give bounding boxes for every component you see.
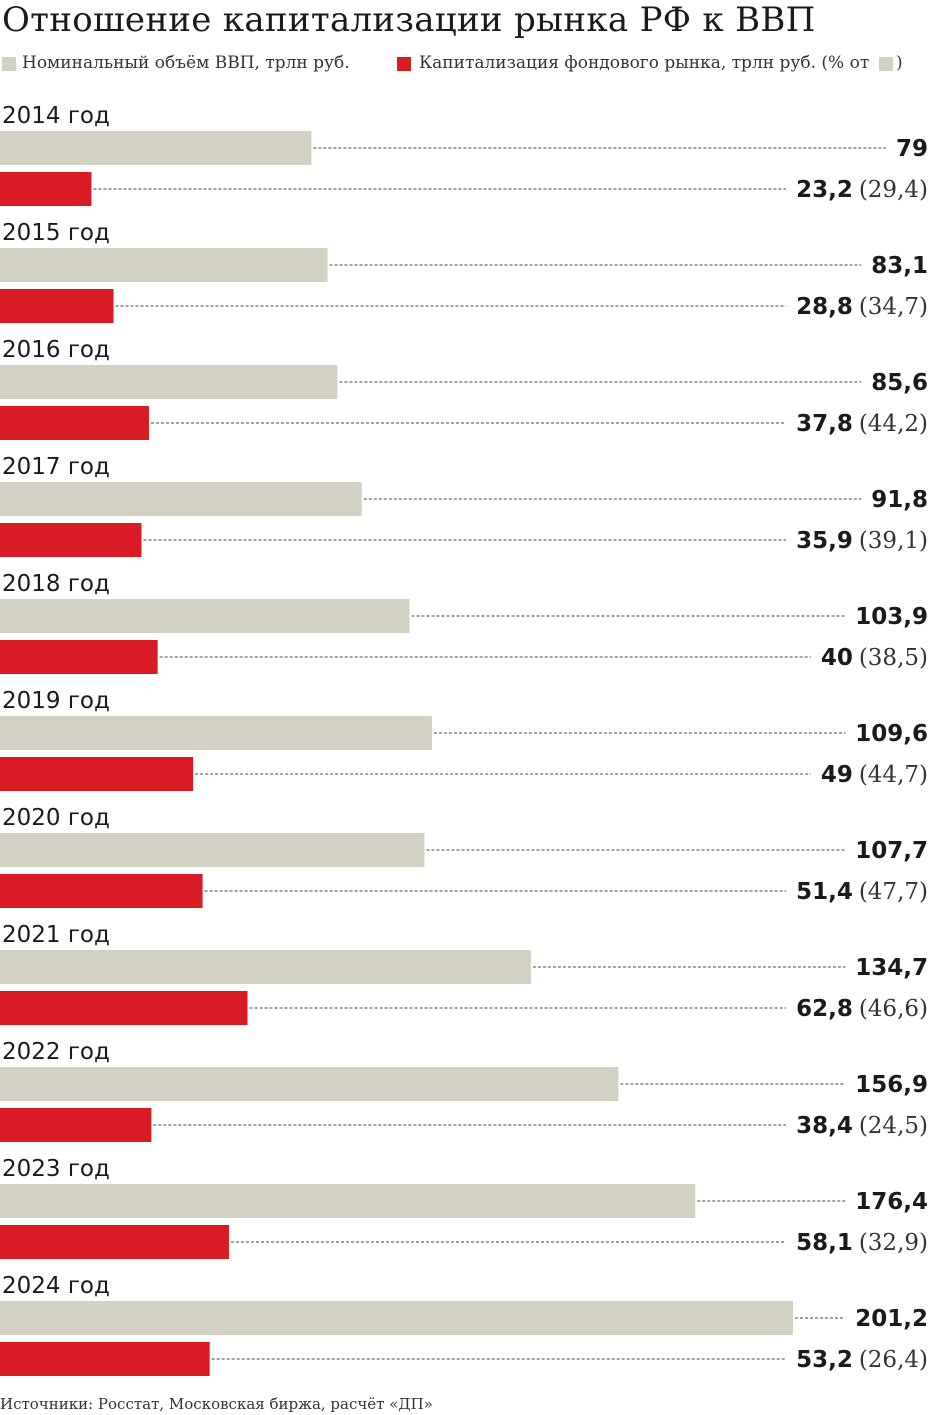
year-label: 2020 год <box>2 805 110 831</box>
cap-value-label: 28,8 <box>796 294 853 320</box>
gdp-value-label: 134,7 <box>855 955 928 981</box>
cap-percent-label: (24,5) <box>859 1113 928 1139</box>
chart-title: Отношение капитализации рынка РФ к ВВП <box>2 0 816 40</box>
gdp-bar <box>0 365 338 399</box>
gdp-value-label: 83,1 <box>871 253 928 279</box>
cap-percent-label: (34,7) <box>859 294 928 320</box>
legend-label-cap: Капитализация фондового рынка, трлн руб.… <box>419 53 870 73</box>
cap-percent-label: (39,1) <box>859 528 928 554</box>
gdp-bar <box>0 482 362 516</box>
cap-bar <box>0 757 194 791</box>
gdp-value-label: 156,9 <box>855 1072 928 1098</box>
gdp-value-label: 91,8 <box>871 487 928 513</box>
cap-value-label: 23,2 <box>796 177 853 203</box>
cap-bar <box>0 406 149 440</box>
cap-value-label: 38,4 <box>796 1113 853 1139</box>
cap-percent-label: (44,7) <box>859 762 928 788</box>
gdp-bar <box>0 599 410 633</box>
cap-percent-label: (32,9) <box>859 1230 928 1256</box>
cap-value-label: 40 <box>821 645 853 671</box>
legend-label-gdp: Номинальный объём ВВП, трлн руб. <box>22 53 350 73</box>
year-label: 2015 год <box>2 220 110 246</box>
cap-bar <box>0 991 248 1025</box>
gdp-value-label: 176,4 <box>855 1189 928 1215</box>
legend-label-cap-suffix: ) <box>896 53 903 73</box>
cap-value-label: 51,4 <box>796 879 853 905</box>
cap-value-label: 62,8 <box>796 996 853 1022</box>
gdp-value-label: 79 <box>896 136 928 162</box>
cap-percent-label: (29,4) <box>859 177 928 203</box>
cap-bar <box>0 640 158 674</box>
cap-bar <box>0 1108 152 1142</box>
cap-value-label: 53,2 <box>796 1347 853 1373</box>
legend-swatch-gdp <box>2 57 16 71</box>
cap-percent-label: (38,5) <box>859 645 928 671</box>
cap-bar <box>0 172 92 206</box>
cap-bar <box>0 1342 210 1376</box>
gdp-bar <box>0 833 425 867</box>
cap-value-label: 49 <box>821 762 853 788</box>
cap-percent-label: (44,2) <box>859 411 928 437</box>
cap-bar <box>0 289 114 323</box>
gdp-value-label: 85,6 <box>871 370 928 396</box>
cap-bar <box>0 874 203 908</box>
gdp-bar <box>0 716 432 750</box>
year-label: 2014 год <box>2 103 110 129</box>
cap-value-label: 37,8 <box>796 411 853 437</box>
gdp-bar <box>0 1067 619 1101</box>
legend-swatch-gdp-reference <box>879 57 893 71</box>
year-label: 2018 год <box>2 571 110 597</box>
gdp-bar <box>0 950 531 984</box>
gdp-value-label: 107,7 <box>855 838 928 864</box>
cap-percent-label: (47,7) <box>859 879 928 905</box>
gdp-value-label: 103,9 <box>855 604 928 630</box>
cap-value-label: 58,1 <box>796 1230 853 1256</box>
gdp-bar <box>0 131 312 165</box>
source-note: Источники: Росстат, Московская биржа, ра… <box>0 1395 433 1413</box>
cap-bar <box>0 523 142 557</box>
cap-percent-label: (46,6) <box>859 996 928 1022</box>
gdp-value-label: 201,2 <box>855 1306 928 1332</box>
cap-percent-label: (26,4) <box>859 1347 928 1373</box>
cap-value-label: 35,9 <box>796 528 853 554</box>
year-label: 2023 год <box>2 1156 110 1182</box>
gdp-bar <box>0 1301 793 1335</box>
year-label: 2019 год <box>2 688 110 714</box>
year-label: 2017 год <box>2 454 110 480</box>
legend-swatch-cap <box>397 57 411 71</box>
gdp-value-label: 109,6 <box>855 721 928 747</box>
year-label: 2016 год <box>2 337 110 363</box>
gdp-bar <box>0 1184 696 1218</box>
cap-bar <box>0 1225 229 1259</box>
gdp-bar <box>0 248 328 282</box>
year-label: 2021 год <box>2 922 110 948</box>
year-label: 2024 год <box>2 1273 110 1299</box>
year-label: 2022 год <box>2 1039 110 1065</box>
